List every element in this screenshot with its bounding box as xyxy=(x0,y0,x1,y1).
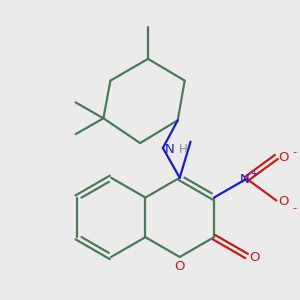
Text: N: N xyxy=(165,142,175,155)
Text: O: O xyxy=(249,251,260,265)
Text: O: O xyxy=(278,195,289,208)
Text: H: H xyxy=(179,142,188,155)
Text: O: O xyxy=(278,152,289,164)
Text: -: - xyxy=(292,203,296,214)
Text: N: N xyxy=(240,173,250,186)
Text: -: - xyxy=(292,147,296,157)
Text: O: O xyxy=(175,260,185,273)
Text: +: + xyxy=(250,169,257,178)
